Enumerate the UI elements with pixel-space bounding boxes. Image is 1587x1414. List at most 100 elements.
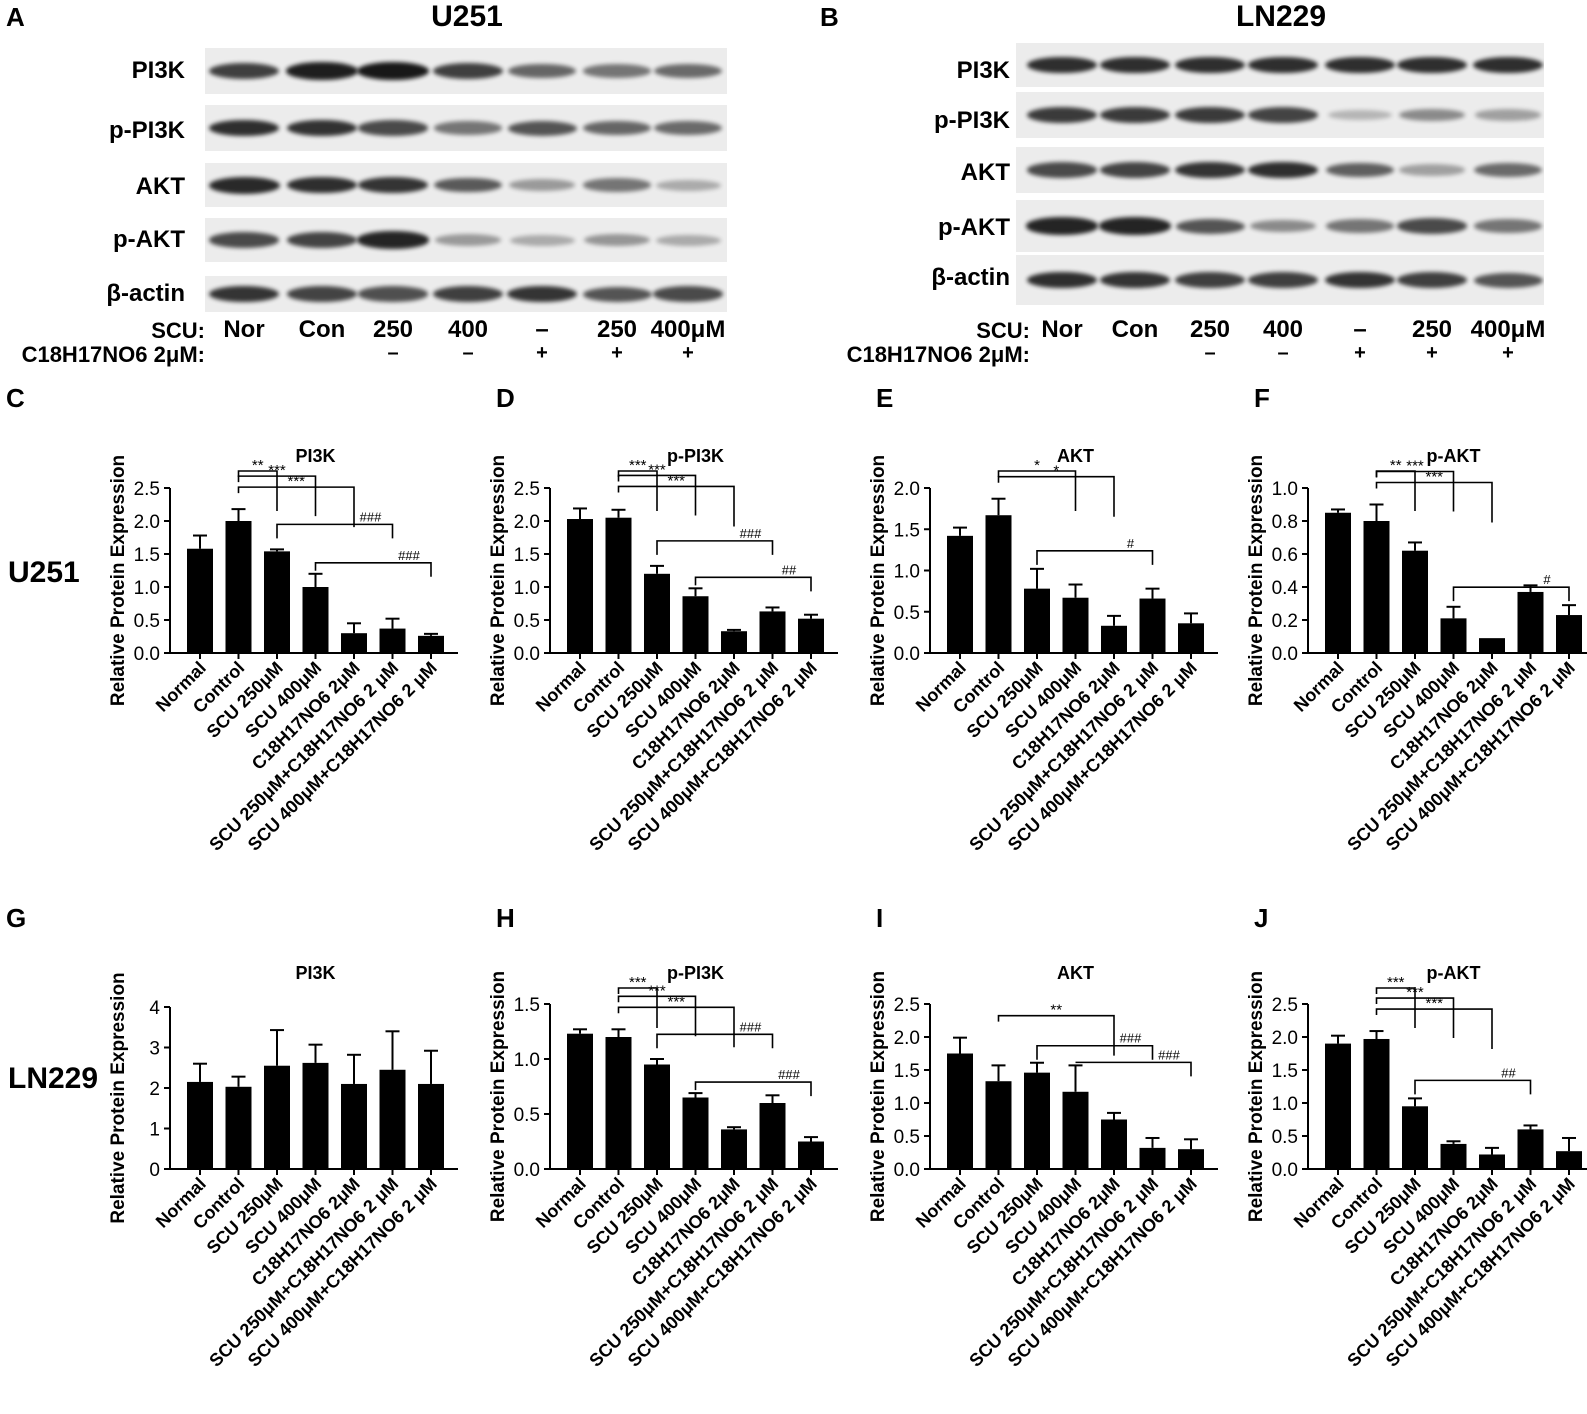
significance-bracket [276,523,394,539]
panel-letter-a: A [6,2,25,32]
blot-band [509,179,575,191]
bar [379,628,406,653]
chart-title: AKT [1057,963,1094,983]
blot-row-label-pi3k: PI3K [131,57,185,84]
significance-bracket [997,475,1115,517]
chart-title: p-PI3K [667,446,724,466]
scu-lane-label: – [535,316,549,343]
significance-bracket [617,470,658,511]
blot-band [1174,106,1246,124]
chart-title: p-AKT [1427,963,1481,983]
bar [1363,521,1390,653]
panel-letter-c: C [6,383,25,413]
bar [1402,550,1428,653]
bar [1178,623,1204,653]
row-title-u251: U251 [8,556,80,589]
bar [225,1086,252,1169]
blot-strip-0 [205,48,727,94]
blot-row-label-beta-actin: β-actin [106,280,185,307]
scu-lane-label: 400 [447,316,489,343]
blot-band [433,63,503,79]
blot-band [1474,163,1542,177]
blot-row-label-p-akt: p-AKT [113,226,185,253]
significance-label: ### [1120,1031,1142,1046]
scu-lane-label: 400 [1262,316,1304,343]
bar [1325,512,1351,653]
bar [947,1053,973,1169]
y-axis-label: Relative Protein Expression [488,971,509,1222]
bar [1024,588,1050,653]
significance-label: ### [740,526,762,541]
bar [341,1083,367,1169]
blot-band [507,120,577,136]
significance-bracket [1414,1079,1532,1095]
bar [1440,618,1467,653]
bar [1139,1147,1166,1169]
significance-bracket [1375,997,1455,1039]
blot-strip-1 [205,105,727,151]
bar [1062,597,1089,653]
significance-label: *** [1387,974,1405,991]
row-title-ln229: LN229 [8,1062,99,1095]
blot-row-label-p-pi3k: p-PI3K [933,107,1010,134]
blot-band [434,121,502,135]
blot-band [1026,106,1098,124]
significance-bracket [1075,1061,1192,1077]
significance-label: *** [1425,995,1443,1012]
y-tick-label: 1.0 [514,1050,540,1071]
blot-row-label-beta-actin: β-actin [931,264,1010,291]
significance-label: *** [667,472,685,489]
significance-label: # [1543,572,1551,587]
blot-band [1174,56,1246,74]
bar [225,521,252,653]
y-tick-label: 1.0 [134,578,160,599]
chart-title: PI3K [295,963,335,983]
y-tick-label: 1.0 [514,578,540,599]
scu-lane-label: 250 [1411,316,1453,343]
blot-band [583,178,651,192]
significance-label: ** [252,457,264,474]
bar [341,633,367,653]
y-tick-label: 0.0 [134,644,160,665]
blot-band [655,179,721,191]
bar [264,1065,290,1169]
y-tick-label: 0.5 [514,611,540,632]
scu-lane-label: Con [1111,316,1159,343]
y-tick-label: 2.0 [134,512,160,533]
blot-band [654,121,722,135]
bar [1024,1072,1050,1169]
blot-band [287,232,357,248]
bar [187,1081,213,1169]
blot-band [1324,56,1396,74]
y-tick-label: 1.5 [514,995,540,1016]
bar [1062,1091,1089,1169]
bar [1101,1119,1127,1169]
significance-label: ### [778,1067,800,1082]
significance-bracket [997,470,1077,511]
y-tick-label: 1.0 [894,1094,920,1115]
y-tick-label: 0.6 [1272,545,1298,566]
bar [947,535,973,653]
significance-bracket [1036,1044,1154,1060]
y-tick-label: 0.2 [1272,611,1298,632]
bar [302,587,329,653]
scu-row-label: SCU: [151,318,205,343]
bar [721,1129,747,1169]
bar [379,1069,406,1169]
blot-band [1325,162,1395,178]
blot-band [1247,161,1319,179]
panel-letter-e: E [876,383,894,413]
y-tick-label: 0.0 [1272,1160,1298,1181]
panel-letter-b: B [820,2,839,32]
scu-lane-label: 250 [1189,316,1231,343]
blot-band [357,62,429,80]
blot-band [1248,107,1318,123]
y-tick-label: 1.5 [1272,1061,1298,1082]
bar [985,515,1012,653]
blot-row-label-akt: AKT [960,159,1010,186]
y-tick-label: 0.8 [1272,512,1298,533]
blot-band [507,63,577,79]
